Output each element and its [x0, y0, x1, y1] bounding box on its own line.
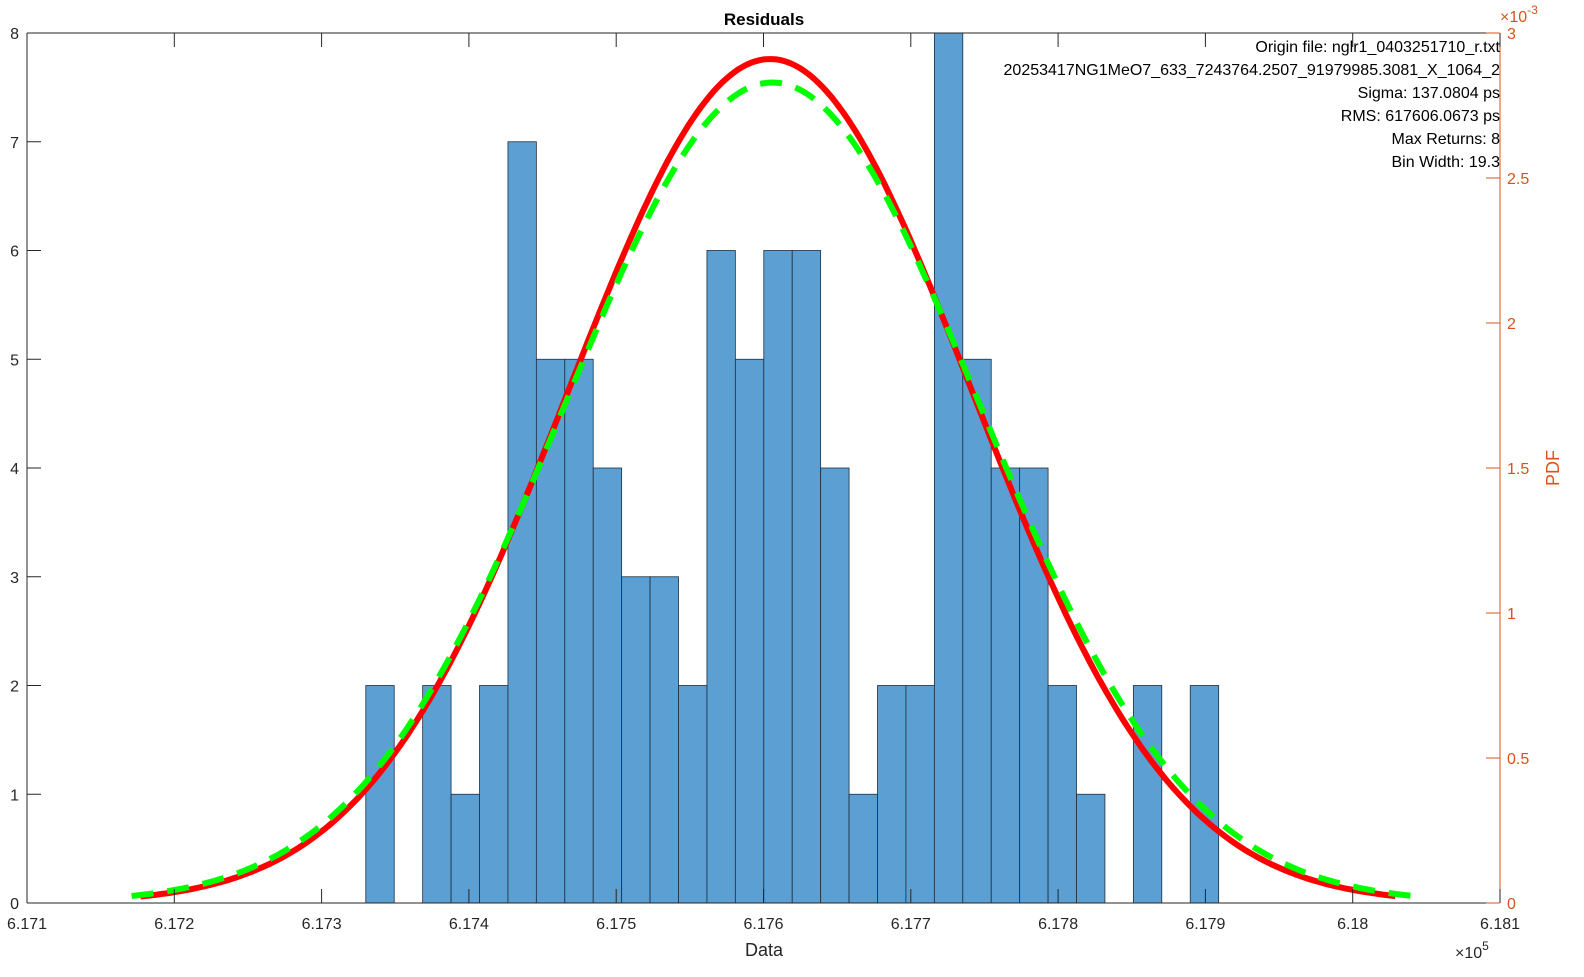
normal-fit-curve — [140, 56, 1396, 900]
y-left-tick-label: 1 — [10, 787, 19, 804]
histogram-bar — [734, 358, 765, 904]
y-left-tick-label: 2 — [10, 679, 19, 696]
y-right-tick-label: 1.5 — [1507, 461, 1529, 478]
svg-text:×105: ×105 — [1455, 939, 1489, 962]
x-tick-label: 6.181 — [1480, 916, 1520, 933]
x-tick-label: 6.171 — [7, 916, 47, 933]
histogram-bars — [365, 32, 1220, 904]
chart-title: Residuals — [724, 10, 804, 29]
y-right-tick-label: 2 — [1507, 316, 1516, 333]
histogram-bar — [365, 685, 395, 904]
x-axis-label: Data — [745, 940, 784, 960]
histogram-bar — [535, 358, 566, 904]
histogram-bar — [1189, 685, 1220, 904]
x-tick-label: 6.177 — [891, 916, 931, 933]
y-right-tick-label: 0.5 — [1507, 751, 1529, 768]
x-exponent-base: ×10 — [1455, 945, 1482, 962]
histogram-bar — [422, 685, 452, 904]
histogram-bar — [592, 467, 623, 904]
x-tick-label: 6.172 — [154, 916, 194, 933]
y-left-tick-label: 6 — [10, 244, 19, 261]
annotation-line: Max Returns: 8 — [1392, 131, 1501, 148]
axes: 6.171 6.172 6.173 6.174 6.175 6.176 6.177 6.178… — [7, 26, 1529, 933]
annotation-line: Bin Width: 19.3 — [1392, 154, 1501, 171]
x-exponent-power: 5 — [1482, 939, 1489, 953]
pdf-curves — [131, 56, 1414, 900]
histogram-bar — [1076, 793, 1106, 904]
histogram-bar — [791, 250, 822, 904]
y-left-tick-label: 3 — [10, 570, 19, 587]
y-left-tick-label: 8 — [10, 26, 19, 43]
x-tick-label: 6.176 — [743, 916, 783, 933]
y-right-tick-label: 1 — [1507, 606, 1516, 623]
svg-text:×10-3: ×10-3 — [1500, 3, 1538, 26]
x-tick-label: 6.18 — [1337, 916, 1368, 933]
histogram-bar — [1132, 685, 1163, 904]
x-tick-label: 6.179 — [1185, 916, 1225, 933]
y-right-tick-label: 2.5 — [1507, 171, 1529, 188]
x-tick-label: 6.178 — [1038, 916, 1078, 933]
y-right-tick-label: 3 — [1507, 26, 1516, 43]
histogram-bar — [649, 576, 679, 904]
histogram-bar — [990, 467, 1021, 904]
histogram-bar — [877, 685, 907, 904]
x-tick-label: 6.174 — [449, 916, 489, 933]
histogram-bar — [479, 685, 509, 904]
y-left-tick-label: 4 — [10, 461, 19, 478]
y-right-exponent: ×10-3 — [1500, 3, 1538, 26]
x-exponent: ×105 — [1455, 939, 1489, 962]
annotation-line: 20253417NG1MeO7_633_7243764.2507_9197998… — [1004, 62, 1501, 79]
y-right-tick-label: 0 — [1507, 896, 1516, 913]
histogram-bar — [962, 358, 992, 904]
y-left-tick-label: 7 — [10, 135, 19, 152]
histogram-bar — [763, 250, 793, 904]
info-annotations: Origin file: nglr1_0403251710_r.txt 20253… — [1004, 39, 1501, 171]
histogram-bar — [706, 250, 736, 904]
reference-pdf-curve — [131, 79, 1414, 899]
y-left-tick-label: 5 — [10, 352, 19, 369]
annotation-line: Origin file: nglr1_0403251710_r.txt — [1255, 39, 1500, 56]
annotation-line: Sigma: 137.0804 ps — [1358, 85, 1500, 102]
y-right-axis-label: PDF — [1543, 450, 1563, 486]
histogram-bar — [848, 793, 878, 904]
histogram-bar — [905, 685, 935, 904]
y-right-exponent-power: -3 — [1527, 3, 1538, 17]
histogram-bar — [678, 685, 708, 904]
histogram-bar — [450, 793, 480, 904]
x-tick-label: 6.173 — [302, 916, 342, 933]
histogram-bar — [564, 358, 594, 904]
x-tick-label: 6.175 — [596, 916, 636, 933]
histogram-bar — [621, 576, 651, 904]
annotation-line: RMS: 617606.0673 ps — [1341, 108, 1500, 125]
y-left-tick-label: 0 — [10, 896, 19, 913]
y-right-exponent-base: ×10 — [1500, 9, 1527, 26]
histogram-bar — [820, 467, 850, 904]
histogram-bar — [1047, 685, 1077, 904]
histogram-bar — [933, 32, 964, 904]
